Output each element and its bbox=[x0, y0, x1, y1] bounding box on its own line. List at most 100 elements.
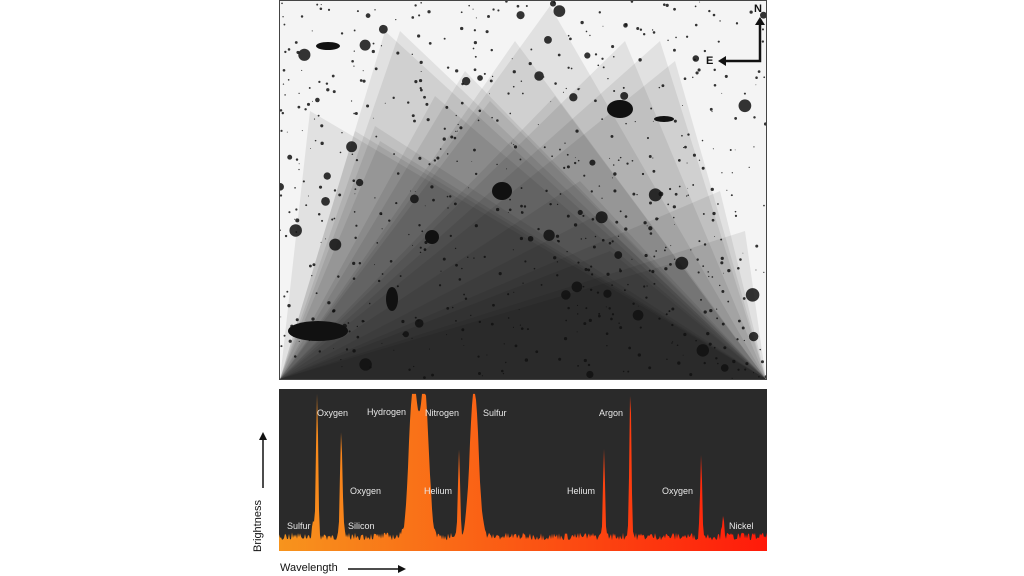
star bbox=[758, 375, 760, 378]
star bbox=[601, 238, 605, 242]
star bbox=[727, 269, 731, 273]
star bbox=[625, 122, 627, 125]
galaxy bbox=[607, 100, 633, 118]
star bbox=[457, 123, 459, 126]
star bbox=[752, 372, 755, 374]
star bbox=[615, 220, 619, 224]
star bbox=[703, 361, 706, 365]
star bbox=[443, 127, 446, 130]
star bbox=[726, 189, 728, 191]
star bbox=[637, 353, 642, 357]
star bbox=[553, 5, 566, 17]
star bbox=[724, 74, 728, 78]
star bbox=[543, 229, 555, 241]
star bbox=[492, 8, 495, 11]
star bbox=[755, 76, 758, 79]
star bbox=[419, 246, 422, 249]
star bbox=[496, 163, 498, 166]
star bbox=[587, 363, 591, 367]
star bbox=[637, 305, 639, 307]
star bbox=[294, 187, 296, 189]
star bbox=[530, 48, 533, 51]
star bbox=[520, 327, 524, 330]
star bbox=[418, 14, 421, 17]
star bbox=[442, 137, 446, 141]
star bbox=[507, 212, 509, 213]
field-of-view-wedge bbox=[280, 261, 766, 379]
peak-label-silicon: Silicon bbox=[348, 521, 375, 531]
star bbox=[692, 76, 694, 79]
star bbox=[678, 159, 681, 162]
star bbox=[734, 117, 738, 120]
star bbox=[413, 119, 416, 123]
star bbox=[585, 237, 587, 240]
star bbox=[597, 64, 600, 67]
star bbox=[557, 53, 561, 57]
star bbox=[312, 100, 313, 102]
star bbox=[512, 70, 516, 74]
star bbox=[459, 126, 463, 130]
star bbox=[620, 91, 629, 100]
star bbox=[742, 252, 744, 254]
star bbox=[720, 238, 723, 241]
star bbox=[418, 156, 422, 160]
star bbox=[333, 217, 336, 220]
star bbox=[613, 89, 616, 93]
star bbox=[594, 235, 597, 238]
star bbox=[491, 75, 494, 78]
star bbox=[468, 187, 470, 189]
star bbox=[378, 24, 388, 34]
star bbox=[664, 246, 667, 249]
star bbox=[577, 159, 580, 162]
galaxy bbox=[425, 230, 439, 244]
star bbox=[763, 76, 766, 79]
star bbox=[402, 331, 409, 338]
star bbox=[648, 155, 652, 158]
star bbox=[320, 4, 322, 6]
star bbox=[513, 144, 515, 146]
star bbox=[639, 28, 643, 31]
star bbox=[359, 39, 371, 51]
star bbox=[317, 114, 320, 117]
star bbox=[723, 346, 727, 350]
star bbox=[420, 88, 423, 92]
star bbox=[632, 302, 635, 305]
star bbox=[744, 368, 747, 371]
star bbox=[623, 23, 628, 28]
star bbox=[295, 218, 300, 223]
star bbox=[354, 193, 356, 195]
star bbox=[719, 20, 721, 22]
star bbox=[489, 79, 493, 83]
star bbox=[389, 259, 393, 263]
star bbox=[589, 34, 591, 37]
star bbox=[366, 104, 370, 108]
star bbox=[481, 375, 483, 377]
star bbox=[553, 256, 557, 260]
star bbox=[585, 30, 588, 33]
star bbox=[512, 85, 515, 88]
field-of-view-wedge bbox=[280, 216, 766, 379]
star bbox=[362, 79, 366, 83]
star bbox=[703, 310, 707, 314]
star bbox=[673, 119, 677, 123]
peak-label-sulfur-2: Sulfur bbox=[483, 408, 507, 418]
star bbox=[474, 224, 478, 228]
star bbox=[472, 8, 474, 10]
star bbox=[590, 190, 593, 193]
star bbox=[353, 211, 356, 213]
star bbox=[381, 273, 384, 275]
star bbox=[283, 334, 286, 337]
star bbox=[381, 228, 383, 230]
star bbox=[491, 116, 493, 119]
star bbox=[638, 58, 642, 62]
star bbox=[372, 42, 375, 45]
star bbox=[737, 368, 740, 371]
spectrum-area bbox=[279, 393, 767, 551]
star bbox=[302, 180, 305, 183]
star bbox=[473, 41, 478, 45]
star bbox=[761, 28, 765, 31]
star bbox=[714, 236, 716, 238]
star bbox=[458, 278, 462, 281]
compass-arrows-icon bbox=[718, 17, 765, 66]
star bbox=[453, 136, 457, 140]
